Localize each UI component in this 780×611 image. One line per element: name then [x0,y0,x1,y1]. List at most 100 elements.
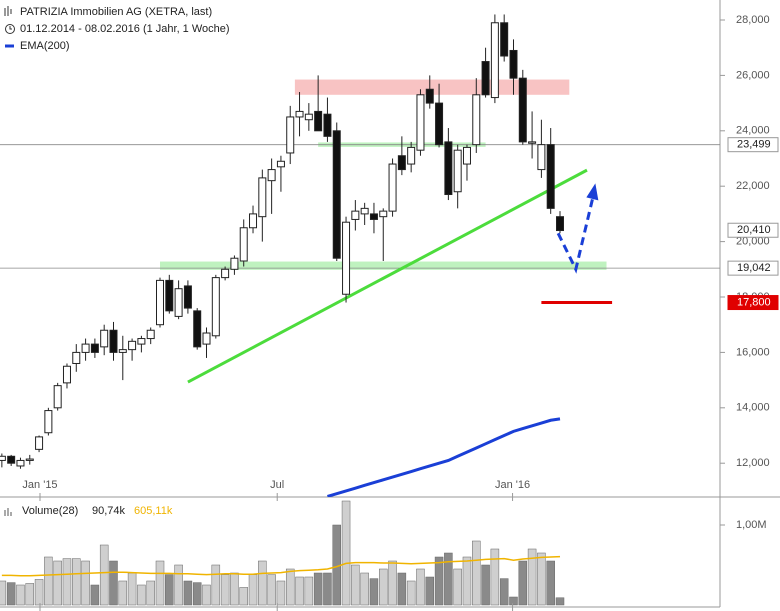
volume-bar [313,572,323,606]
volume-bar [285,568,295,606]
candle-body [109,329,118,353]
volume-bar [192,582,202,606]
candle-body [444,141,453,196]
candle-body [416,94,425,151]
candle-body [360,207,369,215]
volume-bar [34,579,44,606]
candle-body [379,210,388,218]
candle-body [239,227,248,262]
level-label: 19,042 [737,262,771,274]
volume-bar [6,582,16,606]
volume-bar [239,587,248,606]
volume-ma-line [1,555,561,577]
volume-bar [351,564,360,606]
header: PATRIZIA Immobilien AG (XETRA, last) 01.… [4,6,230,517]
icon [9,26,12,30]
icon [4,6,12,16]
volume-bar [509,596,518,606]
volume-bar [230,572,239,606]
volume-bar [118,580,128,606]
x-tick-label: Jan '15 [22,479,57,491]
y-tick-label: 24,000 [736,125,770,137]
candle-body [7,455,16,464]
candle-body [249,213,258,229]
candle-body [230,257,239,270]
arrow-head [586,183,599,201]
zone [160,261,607,270]
volume-bar [304,576,314,606]
trendline [187,168,588,384]
candle-body [518,77,527,143]
candle-body [0,455,6,461]
volume-bar [546,560,555,606]
candle-body [314,110,323,132]
volume-bar [25,583,35,606]
candle-body [90,343,99,353]
y-tick-label: 22,000 [736,180,770,192]
x-tick-label: Jul [270,479,284,491]
candle-body [156,279,164,326]
title: PATRIZIA Immobilien AG (XETRA, last) [20,6,212,18]
candle-body [546,144,555,209]
candle-body [137,338,146,345]
candle-body [267,169,276,182]
x-tick-label: Jan '16 [495,479,530,491]
volume-bar [499,578,509,606]
volume-bar [53,560,62,606]
y-tick-label: 14,000 [736,402,770,414]
volume-bar [369,578,379,606]
candle-body [351,210,360,220]
volume-bar [258,560,267,606]
candle-body [425,88,434,104]
candle-body [193,310,202,348]
candle-body [53,385,62,409]
volume-bar [472,540,481,606]
volume-bar [276,580,286,606]
volume-bar [137,584,146,606]
y-tick-label: 12,000 [736,457,770,469]
volume-bar [295,576,304,606]
candle-body [146,329,155,340]
candle-body [453,149,462,193]
subtitle: 01.12.2014 - 08.02.2016 (1 Jahr, 1 Woche… [20,23,230,35]
candle-body [397,155,406,171]
volume-bar [44,556,53,606]
volume-bar [527,548,537,606]
candle-body [490,22,499,99]
candle-body [16,459,25,467]
volume-bar [434,556,444,606]
y-tick-label: 1,00M [736,519,767,531]
candle-body [332,130,341,259]
candle-body [72,351,81,364]
volume-bar [444,552,453,606]
volume-bar [81,560,90,606]
candle-body [183,285,192,309]
volume-bar [462,556,472,606]
forecast-arrow [556,195,595,274]
volume-bar [555,597,565,606]
volume-bar [165,574,174,606]
volume-bar [323,572,332,606]
candle-body [435,102,444,146]
candle-body [174,288,183,317]
candle-body [462,146,471,165]
volume-bar [453,568,462,606]
candle-body [35,436,44,450]
ema-line [327,417,561,497]
volume-bar [490,548,500,606]
volume-bar [481,564,490,606]
volume-bar [146,580,155,606]
volume-label: Volume(28) [22,505,78,517]
level-label: 20,410 [737,224,771,236]
volume-bar [0,580,7,606]
volume-bar [267,574,276,606]
volume-bar [155,560,165,606]
candle-body [258,177,267,218]
candle-body [128,340,137,351]
zone [294,79,570,95]
volume-bar [406,580,416,606]
volume-bar [388,560,397,606]
candle-body [295,110,304,118]
candle-body [286,116,295,154]
